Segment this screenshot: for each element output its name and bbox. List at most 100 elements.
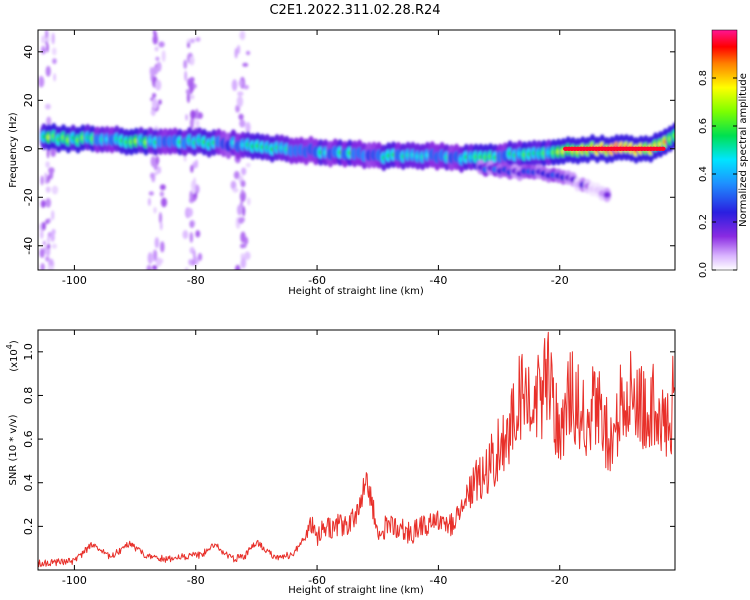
spectrogram-noise-blob (233, 170, 240, 180)
colorbar-tick-label: 0.2 (698, 214, 709, 230)
snr-series-line (38, 331, 675, 568)
spectrogram-noise-blob (242, 62, 249, 67)
spectrogram-noise-blob (240, 257, 247, 269)
spectrogram-noise-blob (153, 30, 156, 36)
spectrogram-noise-blob (238, 113, 244, 120)
spectrogram-noise-blob (147, 252, 153, 265)
spectrogram-noise-blob (237, 91, 244, 97)
spectrogram-noise-blob (150, 109, 156, 116)
spectrogram-noise-blob (150, 156, 157, 168)
spectrogram-noise-blob (50, 147, 57, 157)
spectrogram-noise-blob (189, 55, 195, 66)
spectrogram-noise-blob (146, 264, 152, 270)
colorbar-tick-label: 0.8 (698, 70, 709, 86)
snr-x-tick-label: -60 (308, 574, 326, 587)
spectrogram-noise-blob (154, 46, 159, 52)
spectrogram-noise-blob (195, 230, 201, 238)
spectrogram-noise-blob (44, 103, 51, 110)
spectrogram-noise-blob (240, 231, 246, 243)
spectrogram-noise-blob (245, 121, 251, 133)
spectrogram-noise-blob (44, 246, 48, 256)
spectrogram-noise-blob (151, 98, 158, 110)
spectrogram-noise-blob (238, 79, 244, 87)
spectrogram-noise-blob (241, 243, 247, 249)
spectrogram-noise-blob (50, 232, 55, 242)
spectrogram-noise-blob (147, 197, 151, 206)
spectrogram-noise-blob (40, 175, 44, 186)
spectrogram-noise-blob (46, 36, 51, 43)
spectrogram-y-tick-label: 20 (22, 93, 35, 107)
spectrogram-noise-blob (197, 252, 203, 261)
spectrogram-noise-blob (241, 217, 245, 223)
spectrogram-noise-blob (231, 79, 238, 91)
spectrogram-noise-blob (187, 207, 193, 217)
spectrogram-noise-blob (158, 41, 165, 48)
spectrogram-noise-blob (48, 167, 55, 174)
spectrogram-noise-blob (195, 256, 199, 265)
svg-text:(x104): (x104) (5, 340, 20, 372)
spectrogram-noise-blob (46, 236, 50, 244)
snr-y-tick-label: 0.2 (22, 518, 35, 536)
spectrogram-noise-blob (158, 99, 162, 105)
spectrogram-noise-blob (159, 191, 165, 197)
snr-frame (37, 329, 676, 571)
spectrogram-noise-blob (45, 256, 50, 262)
spectrogram-noise-blob (40, 262, 45, 270)
spectrogram-noise-blob (45, 65, 51, 77)
spectrogram-ridge-core (603, 191, 611, 199)
spectrogram-noise-blob (190, 164, 194, 173)
spectrogram-noise-blob (45, 186, 51, 193)
spectrogram-noise-blob (51, 185, 59, 195)
spectrogram-noise-blob (239, 30, 246, 41)
spectrogram-x-label: Height of straight line (km) (288, 286, 424, 297)
spectrogram-noise-blob (193, 249, 196, 262)
spectrogram-noise-blob (152, 93, 157, 98)
spectrogram-y-tick-label: 0 (22, 145, 35, 152)
spectrogram-strong-segment (660, 146, 666, 151)
snr-y-tick-label: 0.8 (22, 387, 35, 405)
spectrogram-noise-blob (41, 35, 45, 44)
spectrogram-noise-blob (232, 187, 239, 193)
colorbar-tick-label: 0.4 (698, 166, 709, 182)
spectrogram-noise-blob (240, 180, 246, 188)
spectrogram-noise-blob (46, 243, 51, 249)
spectrogram-noise-blob (182, 229, 189, 240)
spectrogram-noise-blob (192, 196, 196, 202)
spectrogram-noise-blob (186, 92, 191, 104)
spectrogram-noise-blob (51, 243, 58, 249)
snr-y-axis: 0.2 0.4 0.6 0.8 1.0 (22, 343, 675, 535)
snr-y-tick-label: 0.6 (22, 430, 35, 448)
snr-scale-prefix: (x10 (9, 349, 20, 372)
colorbar-gradient (711, 29, 738, 271)
snr-y-tick-label: 0.4 (22, 474, 35, 492)
spectrogram-noise-blob (236, 95, 244, 108)
spectrogram-noise-blob (159, 221, 163, 231)
spectrogram-noise-blob (42, 240, 46, 246)
spectrogram-noise-blob (149, 66, 153, 76)
spectrogram-noise-blob (153, 249, 158, 261)
spectrogram-y-tick-label: -40 (22, 237, 35, 255)
snr-x-tick-label: -20 (551, 574, 569, 587)
snr-x-axis: -100 -80 -60 -40 -20 (62, 330, 569, 587)
spectrogram-noise-blob (150, 172, 155, 179)
snr-panel: -100 -80 -60 -40 -20 0.2 0.4 0.6 0.8 1.0 Height … (5, 329, 676, 596)
spectrogram-noise-blob (239, 119, 246, 128)
spectrogram-noise-blob (148, 191, 154, 196)
spectrogram-noise-blob (230, 180, 237, 190)
spectrogram-noise-blob (155, 79, 162, 91)
spectrogram-noise-blob (154, 171, 158, 176)
snr-scale-exp: 4 (5, 344, 14, 349)
spectrogram-noise-blob (152, 264, 158, 270)
spectrogram-noise-blob (189, 190, 194, 202)
snr-x-tick-label: -40 (429, 574, 447, 587)
spectrogram-y-tick-label: 40 (22, 45, 35, 59)
spectrogram-noise-blob (155, 56, 160, 61)
spectrogram-noise-blob (47, 218, 51, 224)
spectrogram-noise-blob (45, 161, 50, 168)
spectrogram-noise-blob (151, 66, 159, 76)
spectrogram-noise-blob (46, 116, 52, 127)
colorbar-tick-label: 0.0 (698, 262, 709, 278)
spectrogram-noise-blob (51, 47, 57, 56)
colorbar-tick-label: 0.6 (698, 118, 709, 134)
